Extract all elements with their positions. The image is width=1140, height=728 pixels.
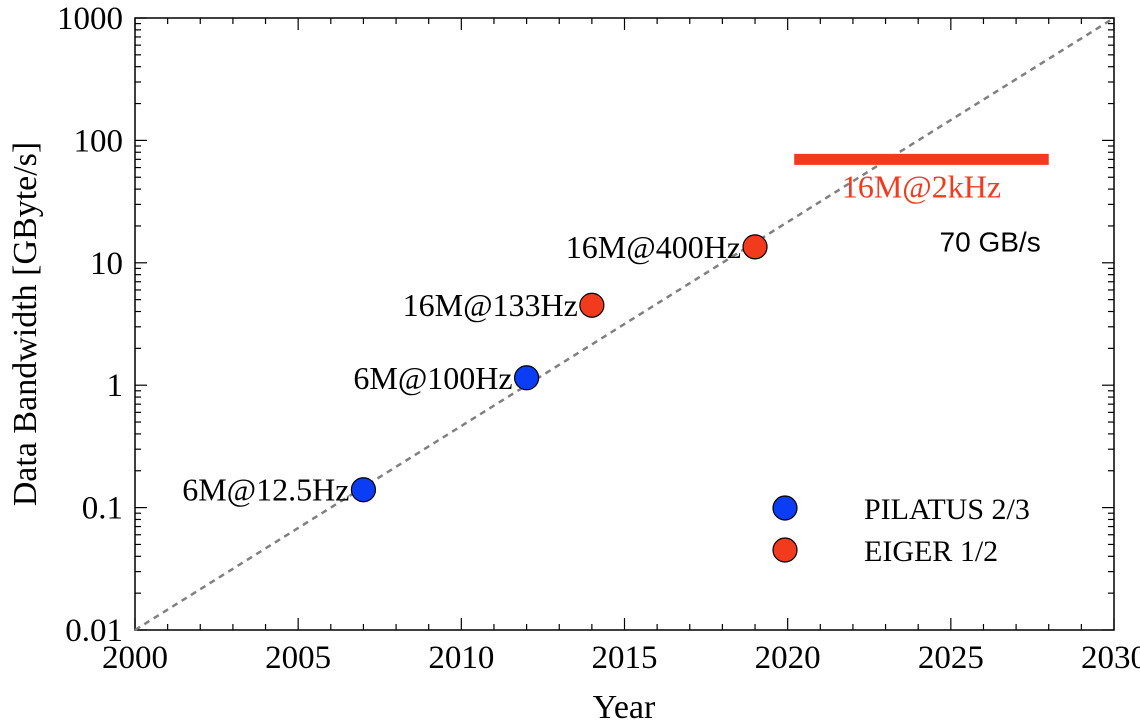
legend-marker-pilatus [772,495,798,521]
data-point-label: 16M@400Hz [566,229,741,265]
x-tick-label: 2000 [102,640,168,676]
y-tick-label: 10 [90,246,123,282]
trend-line [134,16,1115,632]
y-tick-label: 0.01 [65,613,123,649]
range-bar-group: 16M@2kHz 70 GB/s [794,153,1049,257]
y-tick-labels: 0.01 0.1 1 10 100 1000 [57,1,123,649]
y-tick-label: 0.1 [82,491,123,527]
y-tick-label: 1000 [57,1,123,37]
x-tick-label: 2005 [265,640,331,676]
data-point-label: 6M@12.5Hz [182,472,349,508]
x-tick-label: 2010 [428,640,494,676]
x-tick-label: 2020 [755,640,821,676]
x-tick-label: 2025 [918,640,984,676]
data-point-pilatus [513,365,540,391]
legend-marker-eiger [772,537,798,563]
legend-label-eiger: EIGER 1/2 [864,535,998,568]
data-point-eiger [579,292,605,318]
x-tick-label: 2030 [1081,640,1140,676]
data-point-labels: 6M@12.5Hz 6M@100Hz 16M@133Hz 16M@400Hz [182,229,741,508]
axis-ticks [134,17,1115,631]
x-tick-labels: 2000 2005 2010 2015 2020 2025 2030 [102,640,1140,676]
y-tick-label: 100 [74,123,124,159]
x-axis-title: Year [593,689,656,726]
data-point-label: 6M@100Hz [353,360,512,396]
data-point-eiger [742,234,768,260]
legend-label-pilatus: PILATUS 2/3 [864,493,1030,526]
data-points [350,234,768,503]
range-bar-label: 16M@2kHz [842,168,1001,204]
range-bar-note: 70 GB/s [940,226,1041,257]
y-tick-label: 1 [107,368,124,404]
x-tick-label: 2015 [592,640,658,676]
data-point-pilatus [350,477,377,503]
data-point-label: 16M@133Hz [403,287,578,323]
y-axis-title: Data Bandwidth [GByte/s] [7,142,44,507]
legend: PILATUS 2/3 EIGER 1/2 [772,493,1030,568]
